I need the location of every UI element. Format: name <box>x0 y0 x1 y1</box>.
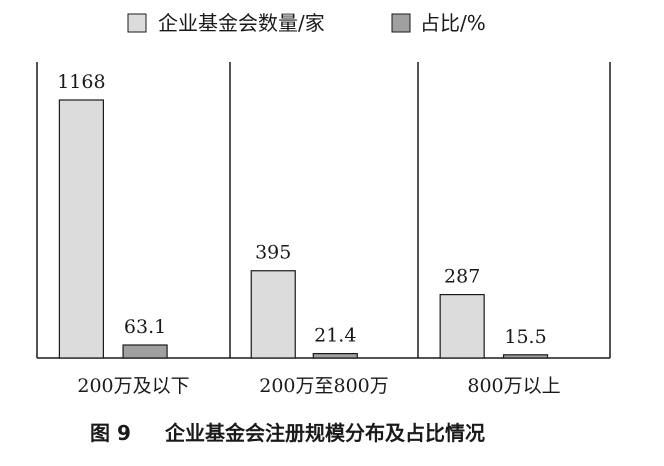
bar-count-1 <box>250 270 296 359</box>
value-label-count-1: 395 <box>255 242 291 264</box>
value-labels-layer: 1168 63.1 395 21.4 287 15.5 <box>57 71 546 348</box>
value-label-share-0: 63.1 <box>124 316 166 338</box>
legend: 企业基金会数量/家 占比/% <box>127 11 486 35</box>
legend-swatch-share <box>391 13 411 33</box>
value-label-share-1: 21.4 <box>314 325 356 347</box>
legend-label-share: 占比/% <box>420 11 486 35</box>
legend-swatch-count <box>127 13 147 33</box>
bar-share-2 <box>502 354 549 359</box>
bar-count-2 <box>439 294 485 359</box>
category-label-0: 200万及以下 <box>77 375 189 397</box>
plot-frame <box>36 62 611 359</box>
legend-label-count: 企业基金会数量/家 <box>158 11 325 35</box>
figure-caption: 图 9 企业基金会注册规模分布及占比情况 <box>90 421 485 445</box>
bar-share-1 <box>312 352 358 359</box>
bar-count-0 <box>58 99 104 359</box>
value-label-count-2: 287 <box>444 266 480 288</box>
category-label-2: 800万以上 <box>467 375 560 397</box>
bars-layer <box>58 99 549 359</box>
figure-number: 图 9 <box>90 421 131 445</box>
category-label-1: 200万至800万 <box>259 375 389 397</box>
value-label-share-2: 15.5 <box>504 326 546 348</box>
bar-share-0 <box>122 344 168 359</box>
figure-title: 企业基金会注册规模分布及占比情况 <box>164 421 485 445</box>
category-labels-layer: 200万及以下 200万至800万 800万以上 <box>77 375 560 397</box>
value-label-count-0: 1168 <box>57 71 105 93</box>
